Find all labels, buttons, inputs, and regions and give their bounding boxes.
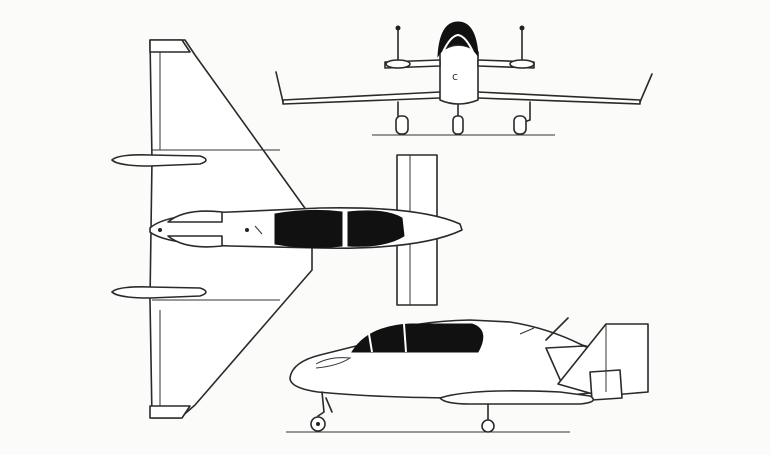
plan-canopy-rear xyxy=(347,210,405,247)
side-nose-wheel-hub xyxy=(316,422,320,426)
front-mast-right-tip xyxy=(519,25,525,31)
front-intake-mark: c xyxy=(452,70,458,83)
side-nose-detail xyxy=(315,357,352,369)
side-small-antenna xyxy=(519,327,535,335)
plan-winglet-top xyxy=(149,39,191,53)
side-main-wheel xyxy=(481,419,495,433)
plan-detail-dot xyxy=(245,228,249,232)
side-view xyxy=(286,317,649,433)
plan-tail-dot xyxy=(158,228,162,232)
side-nose-gear-strut xyxy=(317,391,325,417)
front-pod-right xyxy=(509,59,535,69)
front-pod-left xyxy=(385,59,411,69)
side-canopy xyxy=(351,323,484,353)
front-wheel-right xyxy=(513,115,527,135)
front-canopy-frame xyxy=(441,33,475,55)
plan-pod-right xyxy=(111,286,207,299)
front-wheel-left xyxy=(395,115,409,135)
front-nose-wheel xyxy=(452,115,464,135)
front-fuselage xyxy=(439,44,479,105)
front-mast-left-tip xyxy=(395,25,401,31)
front-view: c xyxy=(275,21,653,136)
plan-view xyxy=(111,39,463,419)
plan-winglet-bottom xyxy=(149,405,191,419)
front-canopy xyxy=(437,21,479,58)
side-canopy-frame-2 xyxy=(403,323,407,353)
side-antenna xyxy=(545,317,569,341)
front-right-winglet xyxy=(639,73,653,103)
plan-pod-left xyxy=(111,154,207,167)
plan-detail-line xyxy=(254,225,263,235)
side-nose-gear-brace xyxy=(325,397,333,413)
front-left-winglet xyxy=(275,71,284,103)
plan-fairing-top xyxy=(167,210,223,223)
plan-canopy-front xyxy=(274,209,343,249)
plan-fairing-bottom xyxy=(167,235,223,248)
side-canopy-frame-1 xyxy=(367,327,373,353)
side-wing-pod xyxy=(439,390,595,405)
